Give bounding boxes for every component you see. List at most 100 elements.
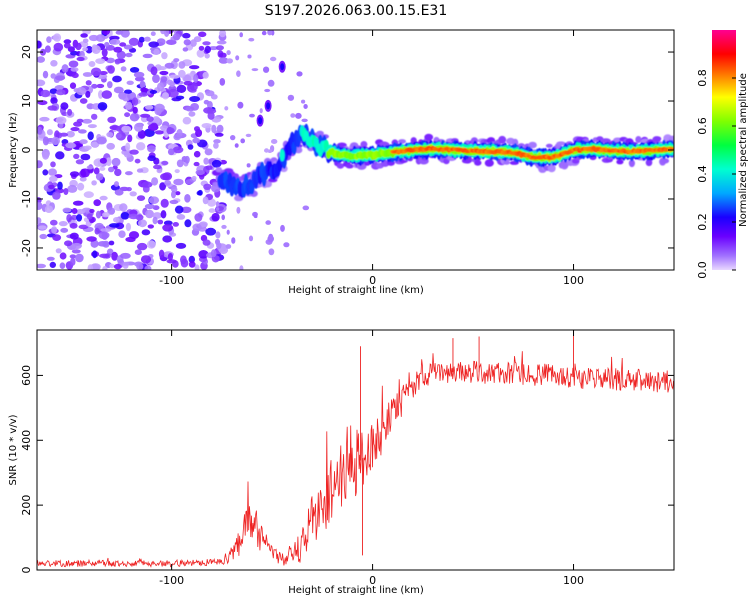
noise-blob <box>40 89 51 98</box>
noise-blob <box>72 200 84 206</box>
noise-blob <box>145 105 154 110</box>
track-halo <box>628 159 636 168</box>
noise-blob <box>225 244 232 249</box>
noise-blob <box>138 219 147 228</box>
noise-blob <box>120 66 127 72</box>
noise-blob <box>109 38 121 45</box>
noise-blob <box>124 89 132 94</box>
noise-blob <box>174 205 184 214</box>
track-halo <box>556 141 566 146</box>
noise-blob <box>189 96 201 102</box>
y-tick-label: 10 <box>20 94 33 108</box>
noise-blob <box>66 130 75 138</box>
noise-blob <box>66 214 72 223</box>
y-tick-label: -10 <box>20 190 33 208</box>
noise-blob <box>46 129 53 136</box>
noise-blob <box>180 206 192 213</box>
noise-blob <box>114 181 119 187</box>
noise-blob <box>92 250 98 259</box>
noise-blob <box>198 250 209 259</box>
track-halo <box>360 141 368 148</box>
noise-blob <box>113 86 124 94</box>
noise-blob <box>211 159 222 168</box>
noise-blob <box>154 130 164 135</box>
noise-blob <box>70 127 80 132</box>
noise-blob <box>188 111 196 117</box>
noise-blob <box>52 234 62 242</box>
noise-blob <box>154 107 162 116</box>
noise-blob <box>160 30 166 35</box>
colorbar-label: Normalized spectral amplitude <box>738 73 749 227</box>
noise-blob <box>204 45 211 54</box>
spectrogram-y-axis-label: Frequency (Hz) <box>8 112 19 188</box>
noise-blob <box>136 168 144 173</box>
noise-blob <box>46 256 55 261</box>
noise-blob <box>207 111 215 120</box>
noise-blob <box>214 132 224 137</box>
noise-blob <box>201 123 212 129</box>
noise-blob <box>162 172 173 181</box>
x-tick-label: 100 <box>563 574 584 587</box>
noise-blob <box>49 175 58 182</box>
noise-blob <box>236 206 241 214</box>
noise-blob <box>161 52 168 60</box>
noise-blob <box>202 71 209 79</box>
noise-blob <box>63 42 71 49</box>
noise-blob <box>172 222 179 227</box>
noise-blob <box>118 230 126 238</box>
noise-blob <box>160 210 167 219</box>
noise-blob <box>152 216 158 225</box>
noise-blob <box>136 142 146 151</box>
track-halo <box>484 159 494 167</box>
track-halo <box>654 136 662 142</box>
noise-blob <box>87 124 97 129</box>
noise-blob <box>162 235 173 243</box>
chart-title: S197.2026.063.00.15.E31 <box>265 3 448 19</box>
noise-blob <box>153 164 162 170</box>
noise-blob <box>87 264 94 270</box>
noise-blob <box>184 194 191 203</box>
noise-blob <box>49 88 58 94</box>
noise-blob <box>249 113 255 118</box>
noise-blob <box>139 113 151 118</box>
noise-blob <box>55 248 62 254</box>
track-halo <box>616 159 624 165</box>
noise-blob <box>192 223 202 231</box>
noise-blob <box>75 159 85 165</box>
noise-blob <box>164 180 172 186</box>
noise-blob <box>287 94 295 101</box>
noise-blob <box>234 143 239 148</box>
noise-blob <box>85 45 93 54</box>
noise-blob <box>77 182 85 191</box>
noise-blob <box>271 139 278 144</box>
track-halo <box>512 138 519 147</box>
noise-blob <box>48 168 57 176</box>
noise-blob <box>95 210 102 219</box>
noise-blob <box>42 70 49 79</box>
noise-blob <box>251 68 259 72</box>
noise-blob <box>168 88 179 98</box>
noise-blob <box>152 116 161 124</box>
noise-blob <box>215 201 220 207</box>
noise-blob <box>173 58 180 63</box>
noise-blob <box>166 259 177 264</box>
snr-ticks: -100 0 100 0 200 400 600 <box>20 330 674 587</box>
noise-blob <box>210 249 217 258</box>
noise-blob <box>156 168 163 174</box>
noise-blob <box>99 166 106 171</box>
noise-blob <box>270 56 277 62</box>
noise-blob <box>94 227 100 235</box>
noise-blob <box>226 58 233 64</box>
noise-blob <box>42 151 50 160</box>
x-tick-label: 100 <box>563 274 584 287</box>
noise-blob <box>71 249 81 254</box>
noise-blob <box>61 64 69 73</box>
noise-blob <box>188 255 195 264</box>
noise-blob <box>75 209 86 215</box>
noise-blob <box>102 240 110 248</box>
noise-blob <box>137 129 146 139</box>
spectrogram-plot-area <box>37 30 674 270</box>
noise-blob <box>96 83 105 89</box>
